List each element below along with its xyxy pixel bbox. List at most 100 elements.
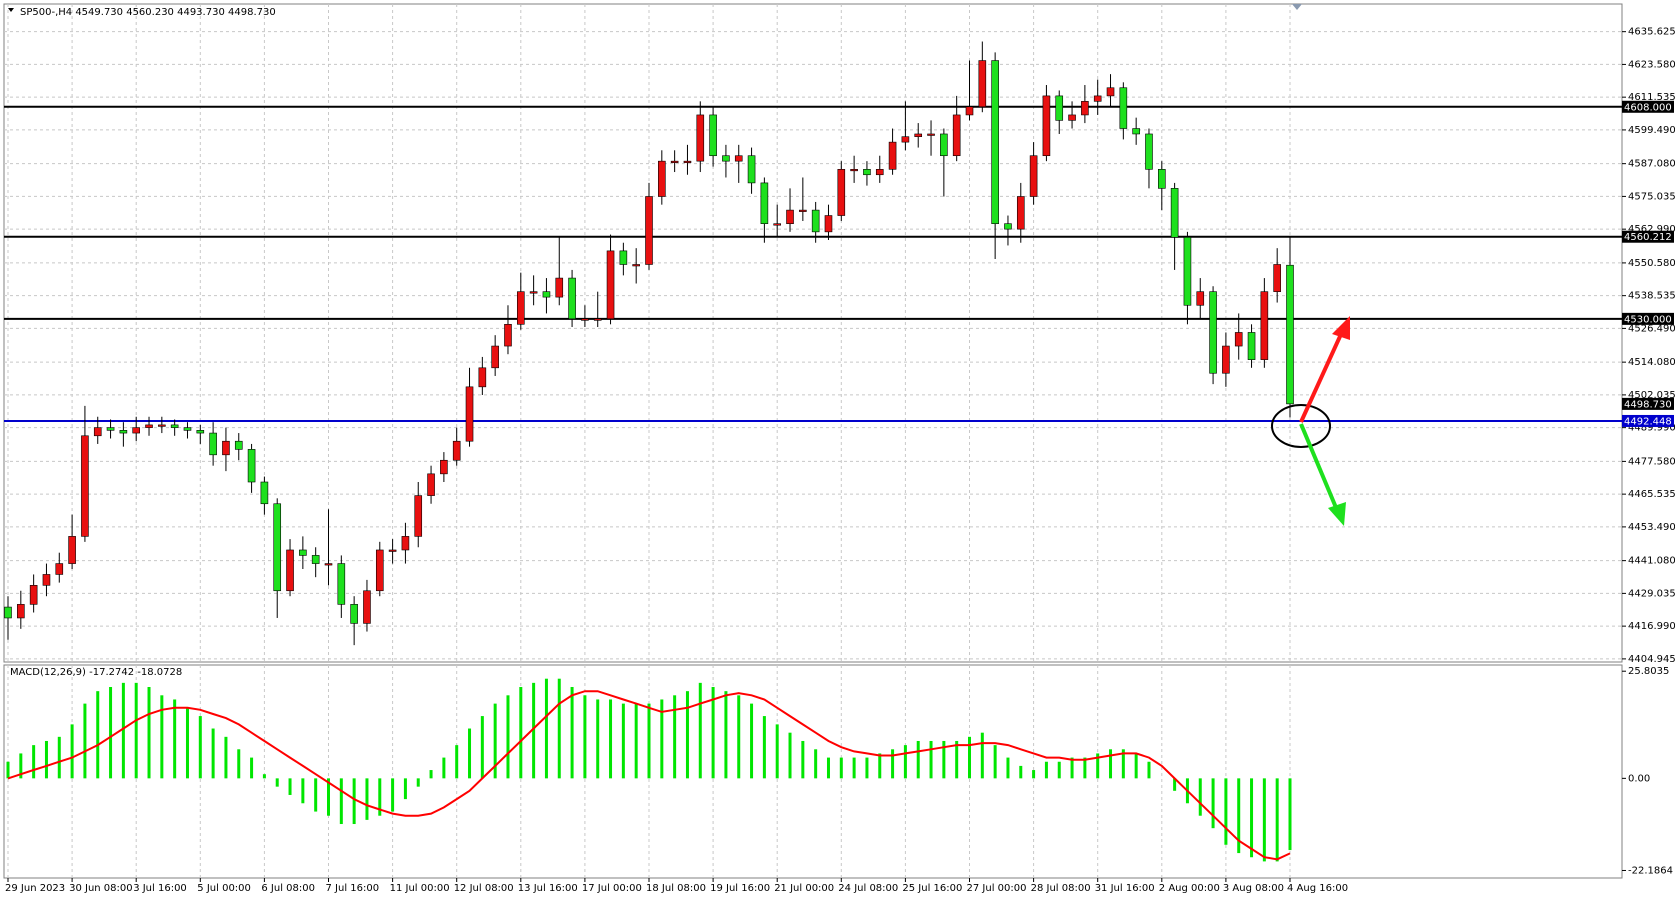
candle-body: [991, 60, 999, 224]
candle-body: [658, 160, 666, 197]
candle-body: [1286, 264, 1294, 405]
candle-body: [722, 155, 730, 162]
macd-bar: [455, 745, 459, 779]
macd-bar: [1044, 761, 1048, 779]
macd-bar: [83, 703, 87, 779]
macd-bar: [1224, 778, 1228, 845]
candle-body: [183, 427, 192, 431]
macd-bar: [929, 740, 933, 779]
candle-body: [952, 114, 961, 157]
candle-body: [81, 435, 89, 537]
macd-bar: [788, 732, 792, 779]
macd-bar: [685, 691, 689, 779]
macd-bar: [839, 757, 843, 779]
candle-body: [709, 114, 717, 157]
candle-body: [747, 155, 756, 184]
candle-body: [888, 141, 897, 170]
y-tick-label: 4587.080: [1628, 159, 1675, 170]
price-panel: [3, 3, 1623, 663]
x-tick-label: 12 Jul 08:00: [454, 883, 514, 894]
candle-body: [414, 495, 423, 537]
x-tick-label: 29 Jun 2023: [5, 883, 65, 894]
macd-bar: [826, 757, 830, 779]
candle-body: [491, 345, 499, 369]
highlight-circle: [1271, 404, 1331, 448]
y-tick-label: 4635.625: [1628, 27, 1675, 38]
candle-body: [811, 209, 820, 233]
candle-body: [555, 277, 564, 298]
price-label: 4498.730: [1624, 399, 1672, 410]
candle-body: [1042, 95, 1051, 157]
candle-body: [696, 114, 705, 162]
signal-line: [7, 690, 1291, 861]
macd-bar: [1083, 757, 1087, 779]
macd-bar: [147, 687, 151, 779]
x-tick-label: 7 Jul 16:00: [326, 883, 380, 894]
macd-bar: [942, 740, 946, 779]
macd-bar: [557, 678, 561, 779]
x-tick-label: 25 Jul 16:00: [902, 883, 962, 894]
y-tick-label: 4538.535: [1628, 291, 1675, 302]
candle-body: [1183, 236, 1192, 306]
level-label: 4492.448: [1624, 416, 1672, 427]
macd-bar: [891, 749, 895, 779]
macd-bar: [968, 736, 971, 779]
level-label-bg: [1622, 100, 1674, 113]
macd-bar: [673, 695, 677, 779]
candle-body: [1132, 128, 1140, 135]
macd-bar: [878, 753, 882, 779]
macd-bar: [1032, 770, 1036, 779]
candle-body: [337, 563, 346, 605]
y-tick-label: 4623.580: [1628, 59, 1675, 70]
level-label-bg: [1622, 230, 1674, 243]
candle-body: [17, 604, 25, 619]
macd-bar: [314, 778, 318, 812]
macd-bar: [750, 703, 754, 779]
macd-bar: [134, 682, 138, 779]
candle-body: [1081, 101, 1089, 116]
macd-bar: [352, 778, 356, 825]
candle-body: [93, 427, 102, 437]
macd-bar: [532, 682, 536, 779]
candle-body: [542, 291, 551, 298]
macd-bar: [1057, 761, 1061, 779]
x-tick-label: 30 Jun 08:00: [69, 883, 133, 894]
y-tick-label: 4441.080: [1628, 556, 1675, 567]
level-label-bg: [1622, 414, 1674, 427]
candle-body: [363, 590, 371, 624]
candle-body: [158, 424, 166, 427]
macd-bar: [1262, 778, 1266, 862]
candle-body: [106, 427, 115, 431]
candle-body: [914, 133, 923, 137]
macd-bar: [1211, 778, 1215, 829]
chart-title: SP500-,H4 4549.730 4560.230 4493.730 449…: [20, 7, 276, 18]
candle-body: [68, 536, 76, 564]
up-arrow: [1299, 331, 1344, 423]
candle-body: [504, 323, 512, 347]
candle-body: [324, 563, 333, 566]
y-tick-label: 4429.035: [1628, 588, 1675, 599]
macd-bar: [544, 678, 548, 779]
candle-body: [837, 169, 846, 216]
candle-body: [1029, 155, 1038, 197]
candle-body: [222, 440, 230, 456]
macd-bar: [403, 778, 407, 800]
macd-bar: [339, 778, 343, 825]
macd-bar: [327, 778, 330, 816]
candle-body: [42, 574, 51, 586]
macd-bar: [955, 740, 959, 779]
macd-title: MACD(12,26,9) -17.2742 -18.0728: [10, 667, 182, 678]
x-tick-label: 21 Jul 00:00: [774, 883, 834, 894]
macd-bar: [429, 770, 433, 779]
y-tick-label: 4502.035: [1628, 390, 1675, 401]
candle-body: [427, 473, 435, 496]
macd-bar: [916, 740, 920, 779]
macd-bar: [519, 687, 523, 779]
y-tick-label: 4404.945: [1628, 654, 1675, 665]
macd-bar: [185, 707, 189, 779]
macd-bar: [506, 695, 510, 779]
y-tick-label: 4465.535: [1628, 489, 1675, 500]
macd-bar: [1121, 749, 1125, 779]
macd-bar: [301, 778, 305, 804]
candle-body: [683, 160, 692, 163]
